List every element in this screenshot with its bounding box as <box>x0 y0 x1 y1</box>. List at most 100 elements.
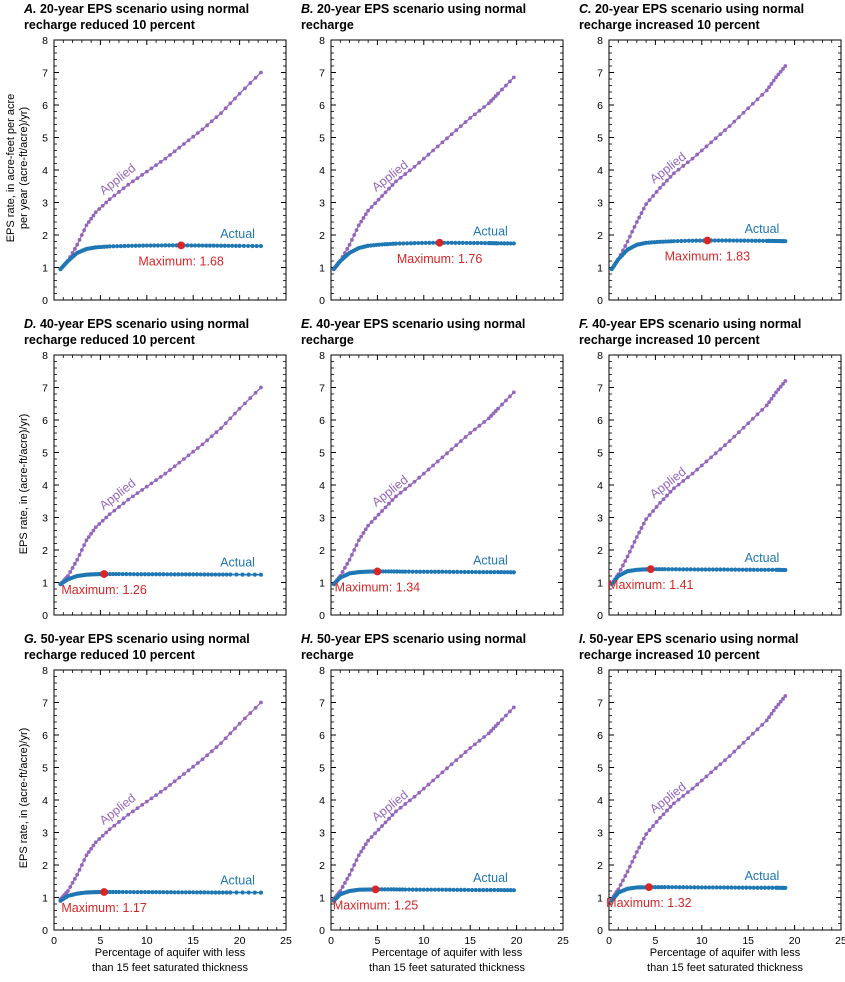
data-point-applied <box>737 745 741 750</box>
y-tick-label: 5 <box>319 763 325 775</box>
data-point-applied <box>376 827 381 832</box>
y-tick-label: 2 <box>42 230 48 242</box>
data-point-applied <box>107 512 112 517</box>
data-point-actual <box>124 889 129 895</box>
data-point-applied <box>647 513 652 517</box>
data-point-actual <box>695 885 701 890</box>
data-point-actual <box>477 570 482 575</box>
data-point-applied <box>681 164 686 168</box>
data-point-actual <box>670 885 675 890</box>
y-tick-label: 4 <box>597 165 603 177</box>
data-point-actual <box>192 243 198 248</box>
data-point-applied <box>380 509 384 513</box>
panel-D: D. 40-year EPS scenario using normal rech… <box>24 317 287 622</box>
data-point-actual <box>736 885 742 890</box>
data-point-applied <box>618 568 623 572</box>
data-point-applied <box>340 885 345 889</box>
data-point-actual <box>429 887 434 892</box>
panel-letter-C: C. <box>579 2 595 16</box>
y-tick-label: 0 <box>319 295 325 307</box>
panel-subtitle-F: recharge increased 10 percent <box>579 333 760 347</box>
y-tick-label: 3 <box>42 198 48 210</box>
y-tick-label: 6 <box>42 415 48 427</box>
data-point-applied <box>783 64 788 68</box>
x-tick-label: 25 <box>835 935 845 947</box>
data-point-applied <box>403 487 408 491</box>
y-tick-label: 0 <box>597 295 603 307</box>
data-point-applied <box>644 517 649 522</box>
y-tick-label: 0 <box>319 610 325 622</box>
data-point-applied <box>407 483 412 488</box>
data-point-actual <box>124 572 129 577</box>
data-point-applied <box>373 831 377 836</box>
data-point-applied <box>431 463 435 468</box>
data-point-actual <box>166 243 172 248</box>
panel-title-text-D: 40-year EPS scenario using normal <box>40 317 249 331</box>
data-point-actual <box>699 885 704 890</box>
data-point-applied <box>778 69 783 74</box>
data-point-applied <box>86 850 91 854</box>
data-point-applied <box>727 439 732 444</box>
data-point-actual <box>168 572 174 577</box>
data-point-applied <box>104 200 109 205</box>
x-tick-label: 25 <box>280 935 292 947</box>
data-point-actual <box>404 241 410 246</box>
data-point-applied <box>91 213 96 218</box>
data-point-actual <box>421 569 426 574</box>
data-point-applied <box>186 453 191 458</box>
data-point-actual <box>783 567 788 573</box>
data-point-applied <box>209 119 214 124</box>
data-point-applied <box>359 534 364 539</box>
data-point-applied <box>77 552 82 557</box>
data-point-actual <box>455 569 460 575</box>
data-point-applied <box>746 106 751 111</box>
maximum-label: Maximum: 1.68 <box>138 254 223 268</box>
data-point-applied <box>718 132 723 137</box>
data-point-actual <box>740 885 745 890</box>
data-point-actual <box>403 569 408 574</box>
data-point-actual <box>127 889 133 895</box>
data-point-applied <box>676 167 681 172</box>
data-point-applied <box>359 219 364 224</box>
data-point-applied <box>79 233 84 237</box>
data-point-applied <box>491 726 496 731</box>
y-tick-label: 8 <box>319 665 325 677</box>
data-point-applied <box>412 794 417 799</box>
y-tick-label: 6 <box>319 415 325 427</box>
y-tick-label: 3 <box>42 828 48 840</box>
data-point-applied <box>86 535 91 539</box>
data-point-applied <box>704 459 709 464</box>
data-point-actual <box>196 243 201 248</box>
data-point-actual <box>237 243 242 248</box>
data-point-applied <box>491 411 496 416</box>
data-point-applied <box>632 539 637 544</box>
data-point-actual <box>414 887 419 892</box>
data-point-applied <box>248 396 253 400</box>
y-tick-label: 7 <box>42 68 48 80</box>
data-point-applied <box>383 505 388 510</box>
data-point-actual <box>205 890 211 895</box>
panel-subtitle-C: recharge increased 10 percent <box>579 18 760 32</box>
y-tick-label: 5 <box>42 448 48 460</box>
data-point-applied <box>699 778 704 783</box>
data-point-applied <box>243 716 247 721</box>
data-point-actual <box>479 240 484 246</box>
data-point-applied <box>665 808 669 813</box>
data-point-actual <box>488 570 493 575</box>
data-point-actual <box>695 567 701 572</box>
data-point-actual <box>721 567 727 572</box>
data-point-applied <box>737 430 741 435</box>
data-point-applied <box>104 515 109 520</box>
data-point-applied <box>647 828 652 832</box>
data-point-actual <box>462 887 467 892</box>
data-point-actual <box>205 572 211 577</box>
data-point-applied <box>412 164 417 169</box>
data-point-applied <box>685 790 690 795</box>
data-point-applied <box>723 758 727 763</box>
y-tick-label: 2 <box>319 545 325 557</box>
data-point-applied <box>426 152 431 157</box>
data-point-applied <box>661 497 666 502</box>
data-point-actual <box>733 567 738 572</box>
data-point-applied <box>144 799 149 804</box>
data-point-applied <box>356 853 361 858</box>
